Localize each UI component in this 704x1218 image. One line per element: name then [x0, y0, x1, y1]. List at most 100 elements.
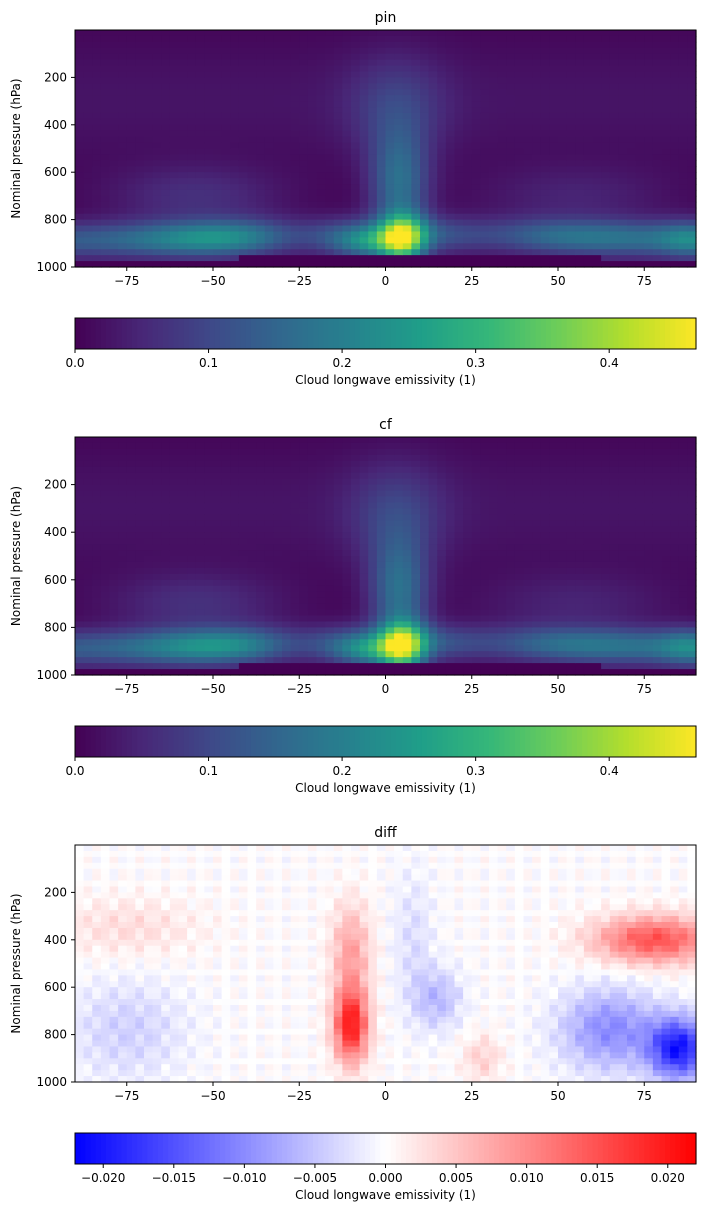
heatmap-cell — [368, 466, 378, 474]
heatmap-cell — [230, 83, 240, 90]
heatmap-cell — [385, 603, 395, 611]
heatmap-cell — [678, 219, 688, 227]
heatmap-cell — [402, 41, 412, 49]
heatmap-cell — [661, 255, 671, 262]
heatmap-cell — [273, 35, 283, 43]
heatmap-cell — [678, 130, 688, 138]
heatmap-cell — [230, 669, 240, 676]
heatmap-cell — [307, 585, 318, 593]
heatmap-cell — [307, 154, 318, 161]
heatmap-cell — [75, 30, 85, 37]
heatmap-cell — [230, 466, 240, 474]
heatmap-cell — [506, 166, 516, 173]
heatmap-cell — [506, 207, 516, 215]
heatmap-cell — [230, 502, 240, 509]
heatmap-cell — [463, 35, 473, 43]
heatmap-cell — [187, 243, 197, 250]
heatmap-cell — [463, 65, 473, 73]
heatmap-cell — [661, 172, 671, 179]
heatmap-cell — [144, 615, 154, 623]
heatmap-cell — [307, 178, 318, 185]
heatmap-cell — [558, 160, 568, 167]
heatmap-cell — [118, 669, 128, 676]
heatmap-cell — [290, 178, 300, 185]
heatmap-cell — [187, 124, 197, 132]
heatmap-cell — [523, 77, 533, 84]
heatmap-cell — [437, 71, 447, 78]
heatmap-cell — [126, 561, 136, 569]
heatmap-cell — [109, 591, 119, 599]
heatmap-cell — [402, 520, 412, 527]
colorbar-segment — [178, 318, 185, 349]
heatmap-cell — [290, 639, 300, 646]
heatmap-cell — [135, 255, 145, 262]
heatmap-cell — [144, 261, 154, 268]
heatmap-cell — [299, 41, 309, 49]
heatmap-cell — [385, 101, 395, 108]
heatmap-cell — [213, 172, 223, 179]
heatmap-cell — [195, 95, 205, 102]
heatmap-cell — [204, 41, 214, 49]
heatmap-cell — [402, 101, 412, 108]
heatmap-cell — [601, 83, 611, 90]
heatmap-cell — [480, 255, 490, 262]
heatmap-cell — [100, 556, 111, 563]
heatmap-cell — [282, 89, 292, 96]
heatmap-cell — [428, 71, 438, 78]
heatmap-cell — [549, 71, 559, 78]
heatmap-cell — [144, 101, 154, 108]
heatmap-cell — [463, 261, 473, 268]
heatmap-cell — [213, 118, 223, 126]
heatmap-cell — [333, 172, 343, 179]
heatmap-cell — [523, 30, 533, 37]
heatmap-cell — [100, 437, 111, 444]
heatmap-cell — [558, 118, 568, 126]
heatmap-cell — [126, 454, 136, 462]
heatmap-cell — [135, 71, 145, 78]
heatmap-cell — [627, 35, 637, 43]
heatmap-cell — [687, 160, 697, 167]
heatmap-cell — [221, 526, 231, 533]
heatmap-cell — [316, 526, 326, 533]
heatmap-cell — [376, 514, 387, 521]
heatmap-cell — [169, 231, 180, 238]
heatmap-cell — [566, 47, 576, 55]
heatmap-cell — [635, 112, 645, 120]
heatmap-cell — [290, 615, 300, 623]
heatmap-cell — [420, 520, 430, 527]
heatmap-cell — [445, 538, 456, 545]
heatmap-cell — [92, 538, 102, 545]
heatmap-cell — [109, 621, 119, 628]
heatmap-cell — [316, 225, 326, 233]
heatmap-cell — [497, 184, 507, 191]
heatmap-cell — [437, 207, 447, 215]
heatmap-cell — [144, 454, 154, 462]
heatmap-cell — [687, 59, 697, 67]
heatmap-cell — [144, 466, 154, 474]
heatmap-cell — [325, 621, 335, 628]
heatmap-cell — [333, 124, 343, 132]
heatmap-cell — [195, 201, 205, 209]
heatmap-cell — [342, 261, 352, 268]
heatmap-cell — [687, 231, 697, 238]
heatmap-cell — [351, 609, 361, 617]
heatmap-cell — [273, 243, 283, 250]
heatmap-cell — [230, 663, 240, 670]
heatmap-cell — [256, 195, 266, 203]
heatmap-cell — [583, 219, 594, 227]
heatmap-cell — [126, 160, 136, 167]
heatmap-cell — [92, 669, 102, 676]
heatmap-cell — [75, 59, 85, 67]
heatmap-cell — [213, 261, 223, 268]
heatmap-cell — [558, 89, 568, 96]
heatmap-cell — [454, 136, 464, 144]
heatmap-cell — [463, 148, 473, 156]
heatmap-cell — [161, 448, 171, 456]
heatmap-cell — [92, 231, 102, 238]
heatmap-cell — [428, 148, 438, 156]
heatmap-cell — [514, 83, 525, 90]
heatmap-cell — [195, 579, 205, 587]
heatmap-cell — [480, 243, 490, 250]
heatmap-cell — [325, 95, 335, 102]
heatmap-cell — [178, 561, 188, 569]
